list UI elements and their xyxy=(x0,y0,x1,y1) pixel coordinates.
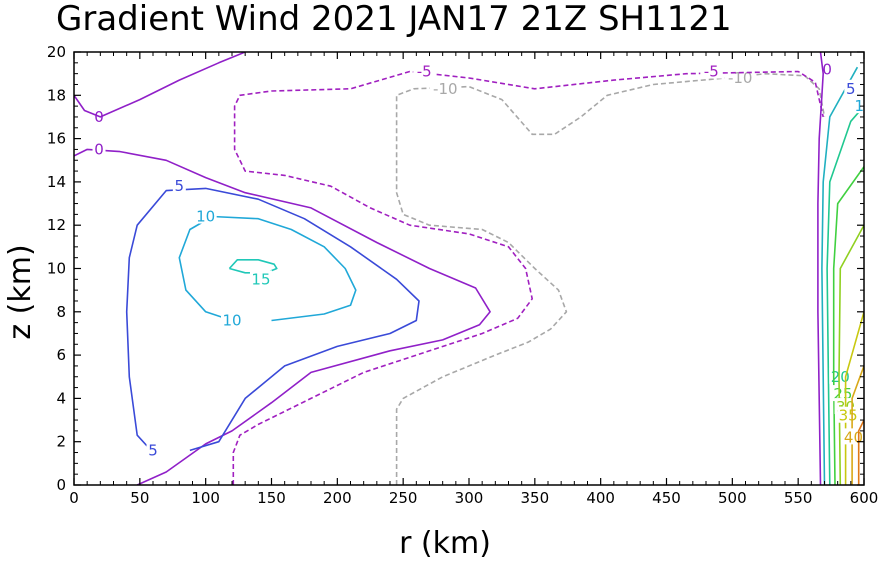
axes: 0 50 100 150 200 250 300 350 400 450 500 550 6000246… xyxy=(47,43,878,507)
x-tick-label: 600 xyxy=(850,489,879,507)
x-tick-label: 500 xyxy=(718,489,747,507)
contour-label-bg xyxy=(853,97,864,114)
contour-label-bg xyxy=(844,79,858,96)
y-axis-title: z (km) xyxy=(3,244,38,339)
x-tick-label: 50 xyxy=(130,489,149,507)
contour-label-bg xyxy=(146,441,160,458)
y-tick-label: 12 xyxy=(47,216,66,234)
contour-label-bg xyxy=(92,140,106,157)
edge-contour-line-0 xyxy=(821,66,859,485)
contour-line-7 xyxy=(228,259,278,274)
contour-label: 15 xyxy=(251,270,270,288)
contour-label: 35 xyxy=(839,407,858,425)
contour-label: -5 xyxy=(417,62,432,80)
contour-label: 0 xyxy=(822,60,832,78)
x-tick-label: 350 xyxy=(521,489,550,507)
contour-label: 10 xyxy=(222,311,241,329)
y-tick-label: 2 xyxy=(56,433,66,451)
y-tick-label: 0 xyxy=(56,476,66,494)
contour-label: -10 xyxy=(433,80,458,98)
edge-contour-line-6 xyxy=(857,419,864,485)
contour-label: 0 xyxy=(94,140,104,158)
contour-label: -5 xyxy=(704,62,719,80)
y-tick-label: 18 xyxy=(47,86,66,104)
contour-label-bg xyxy=(172,177,186,194)
x-tick-label: 100 xyxy=(191,489,220,507)
y-tick-label: 16 xyxy=(47,130,66,148)
contour-label: 10 xyxy=(196,208,215,226)
y-tick-label: 14 xyxy=(47,173,66,191)
contour-line-3 xyxy=(74,52,246,118)
contour-line-1 xyxy=(232,70,824,485)
contour-line-2 xyxy=(74,148,491,485)
contour-line-4 xyxy=(817,52,824,485)
contour-label: 5 xyxy=(148,441,158,459)
contour-label-bg xyxy=(413,62,436,79)
contour-label: 10 xyxy=(854,97,873,115)
y-tick-label: 10 xyxy=(47,260,66,278)
contour-label-bg xyxy=(820,60,834,77)
x-tick-label: 450 xyxy=(652,489,681,507)
y-tick-label: 6 xyxy=(56,346,66,364)
x-tick-label: 0 xyxy=(69,489,79,507)
contour-label: 5 xyxy=(175,177,185,195)
edge-contour-line-1 xyxy=(826,105,864,485)
x-tick-label: 550 xyxy=(784,489,813,507)
x-tick-label: 400 xyxy=(586,489,615,507)
contour-label-bg xyxy=(429,79,461,96)
y-tick-label: 8 xyxy=(56,303,66,321)
y-tick-label: 20 xyxy=(47,43,66,61)
contour-label-bg xyxy=(831,385,854,402)
edge-contour-line-4 xyxy=(844,311,864,485)
plot-frame xyxy=(73,51,865,486)
contour-line-6 xyxy=(178,215,357,322)
x-tick-label: 250 xyxy=(389,489,418,507)
contour-label-bg xyxy=(700,62,723,79)
contour-label: 5 xyxy=(846,80,856,98)
y-tick-label: 4 xyxy=(56,389,66,407)
contour-line-5 xyxy=(125,187,420,454)
edge-contour-line-2 xyxy=(832,166,864,485)
contour-line-0 xyxy=(395,72,826,485)
x-tick-label: 200 xyxy=(323,489,352,507)
contour-label-bg xyxy=(837,406,860,423)
x-tick-label: 300 xyxy=(455,489,484,507)
contour-label-bg xyxy=(249,270,272,287)
contour-label-bg xyxy=(194,207,217,224)
x-tick-label: 150 xyxy=(257,489,286,507)
contour-label-bg xyxy=(221,311,243,328)
chart-title: Gradient Wind 2021 JAN17 21Z SH1121 xyxy=(56,0,732,39)
edge-contour-line-3 xyxy=(838,224,864,485)
x-axis-title: r (km) xyxy=(399,526,491,561)
